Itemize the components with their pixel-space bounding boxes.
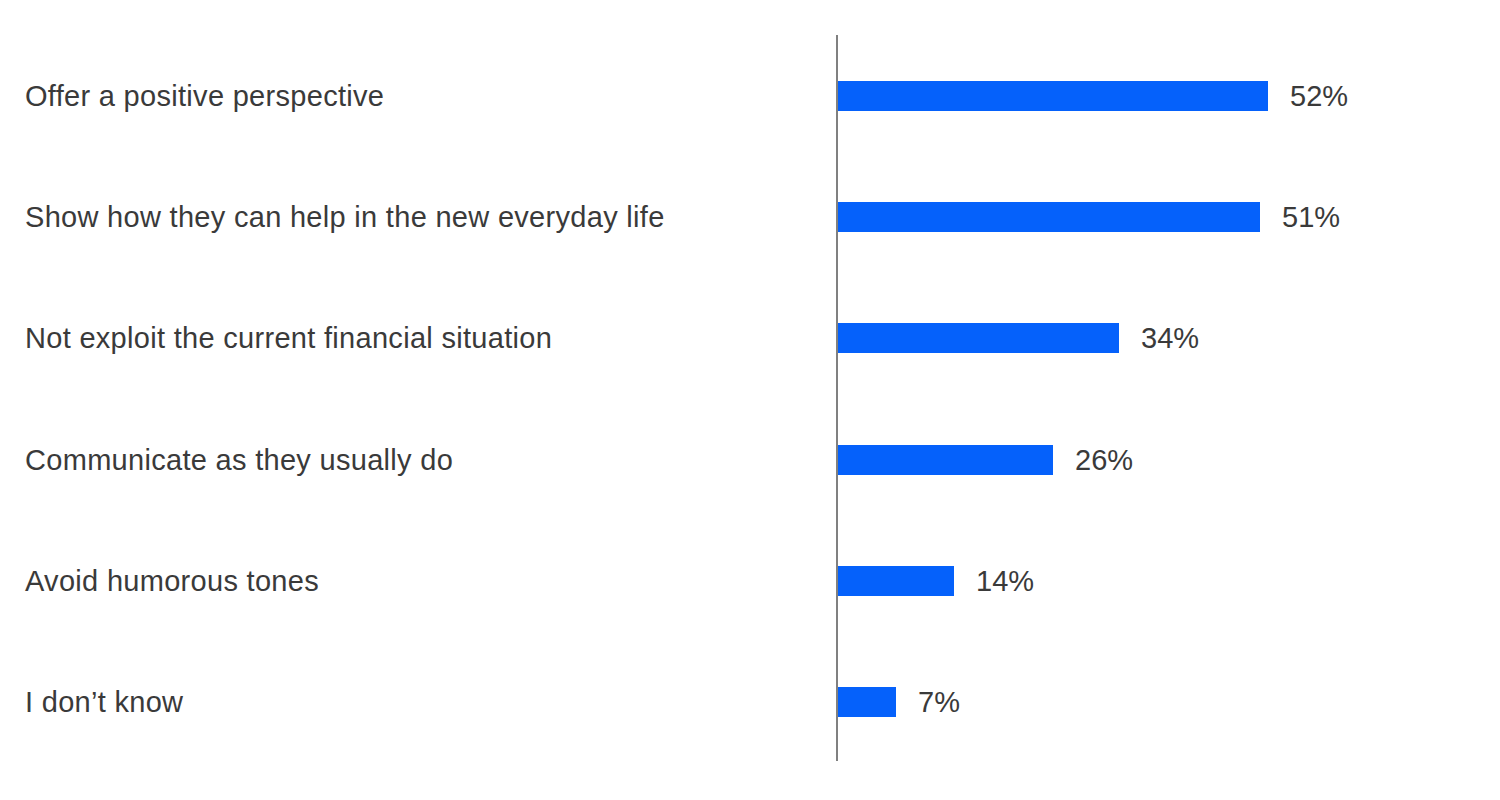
chart-row: Communicate as they usually do 26% <box>0 445 1500 475</box>
category-label: Avoid humorous tones <box>25 565 319 598</box>
chart-row: Not exploit the current financial situat… <box>0 323 1500 353</box>
value-label: 26% <box>1075 444 1133 477</box>
value-label: 7% <box>918 686 960 719</box>
bar-chart: Offer a positive perspective 52% Show how … <box>0 0 1500 800</box>
chart-row: Show how they can help in the new everyd… <box>0 202 1500 232</box>
value-label: 51% <box>1282 201 1340 234</box>
category-label: Not exploit the current financial situat… <box>25 322 552 355</box>
chart-row: Avoid humorous tones 14% <box>0 566 1500 596</box>
bar <box>838 323 1119 353</box>
category-label: Offer a positive perspective <box>25 80 384 113</box>
value-label: 14% <box>976 565 1034 598</box>
category-label: I don’t know <box>25 686 183 719</box>
bar <box>838 202 1260 232</box>
category-label: Show how they can help in the new everyd… <box>25 201 665 234</box>
chart-row: I don’t know 7% <box>0 687 1500 717</box>
bar <box>838 566 954 596</box>
value-label: 34% <box>1141 322 1199 355</box>
value-label: 52% <box>1290 80 1348 113</box>
y-axis-line <box>836 35 838 761</box>
bar <box>838 81 1268 111</box>
chart-row: Offer a positive perspective 52% <box>0 81 1500 111</box>
bar <box>838 687 896 717</box>
category-label: Communicate as they usually do <box>25 444 453 477</box>
bar <box>838 445 1053 475</box>
